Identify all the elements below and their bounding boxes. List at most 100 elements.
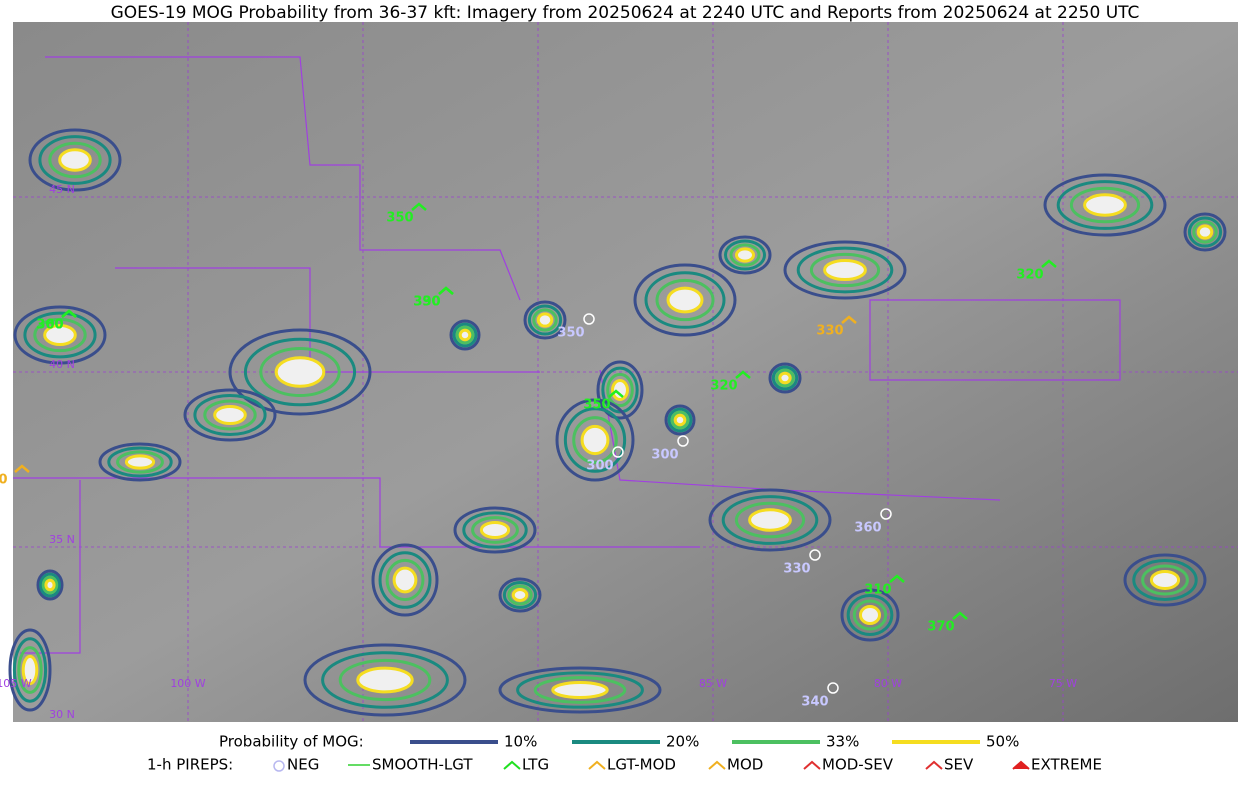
probability-contour [809,252,881,288]
probability-contour [13,305,107,365]
probability-contour [507,584,533,606]
probability-contour [523,300,567,340]
lon-label: 100 W [170,677,205,690]
probability-contour [533,676,627,704]
border [115,267,540,373]
probability-contour [378,551,432,609]
report-label: 300 [36,318,63,333]
probability-contour [1183,212,1227,252]
report-symbol [438,286,454,295]
probability-contour [724,239,766,271]
probability-contour [1132,559,1198,601]
probability-contour [1149,570,1181,590]
border [20,480,81,654]
probability-contour [572,416,618,464]
probability-contour [858,605,882,625]
lat-label: 30 N [49,708,75,721]
probability-contour [718,235,772,275]
probability-contour [462,511,528,549]
report-label: 330 [783,562,810,577]
legend-label: MOD-SEV [822,756,894,774]
report-label: 360 [854,521,881,536]
probability-contour [228,328,372,416]
probability-contour [532,308,558,332]
probability-contour [748,508,792,532]
probability-contour [1192,220,1218,244]
probability-contour [38,135,112,185]
lon-label: 80 W [874,677,902,690]
lon-label: 85 W [699,677,727,690]
report-label: 300 [586,459,613,474]
probability-contour [385,558,425,602]
probability-contour [453,506,537,554]
probability-contour [371,543,439,617]
probability-contour [23,311,97,359]
probability-contour [846,594,894,636]
probability-contour [852,599,888,631]
lon-label: 105 W [0,677,32,690]
probability-contour [98,442,182,482]
probability-contour [536,312,554,328]
legend-symbol [503,760,521,770]
probability-contour [41,575,59,595]
report-label: 300 [651,448,678,463]
report-label: 360 [36,318,63,333]
probability-contour [58,148,92,172]
probability-contour [43,323,77,347]
report-symbol [14,464,30,473]
report-symbol [952,611,968,620]
probability-contour [823,258,867,282]
probability-contour [392,566,418,594]
probability-contour [1083,193,1127,217]
report-label: 320 [1016,268,1043,283]
report-symbol [608,389,624,398]
probability-contour [17,646,43,694]
probability-contour [33,317,87,353]
report-label: 390 [413,295,440,310]
report-symbol [677,435,689,447]
report-symbol [841,315,857,324]
probability-contour [455,325,475,345]
probability-contour [44,578,56,592]
probability-contour [667,407,693,433]
probability-contour [259,346,341,398]
probability-contour [673,413,687,427]
probability-contour [107,446,173,478]
report-symbol [809,549,821,561]
probability-contour [116,450,164,474]
report-label: 350 [557,326,584,341]
probability-contour [498,577,542,613]
probability-contour [183,388,277,442]
report-symbol [1041,259,1057,268]
probability-contour [768,362,802,394]
report-symbol [735,370,751,379]
report-label: 320 [710,379,737,394]
border [869,299,1121,381]
probability-contour [666,286,704,314]
probability-contour [1069,186,1141,224]
probability-contour [1043,173,1167,237]
legend-symbol [803,760,821,770]
report-symbol [612,446,624,458]
legend-symbol [925,760,943,770]
probability-contour [778,371,792,385]
legend-label: 33% [826,733,859,751]
probability-contour [633,263,737,337]
probability-contour [670,410,690,430]
probability-contour [551,681,609,699]
probability-contour [449,319,481,351]
probability-contour [356,666,414,694]
probability-contour [611,378,629,402]
probability-contour [644,271,726,329]
probability-contour [721,495,819,545]
border [13,477,700,548]
report-label: 340 [801,695,828,710]
legend-symbol [588,760,606,770]
probability-contour [124,454,156,470]
probability-contour [48,141,102,179]
probability-contour [664,404,696,436]
report-symbol [889,574,905,583]
legend-label: LGT-MOD [607,756,676,774]
probability-contour [734,501,806,539]
